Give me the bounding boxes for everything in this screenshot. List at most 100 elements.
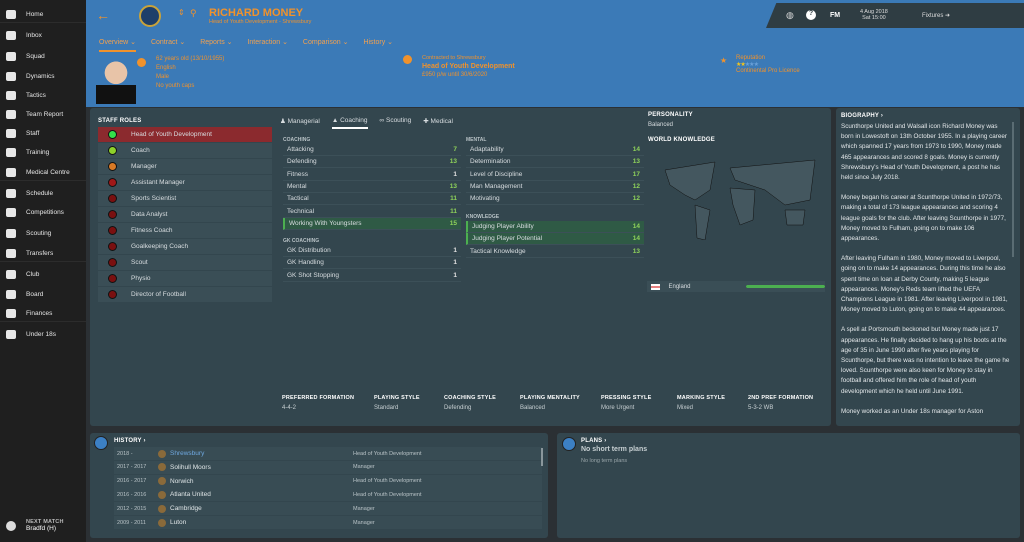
sidebar-item-inbox[interactable]: Inbox (0, 26, 86, 45)
history-club[interactable]: Cambridge (170, 505, 202, 513)
staff-role-row[interactable]: Head of Youth Development (98, 127, 272, 142)
sidebar-item-dynamics[interactable]: Dynamics (0, 67, 86, 86)
sidebar-item-label: Home (26, 11, 44, 18)
tab-medical[interactable]: ✚ Medical (423, 118, 453, 125)
staff-role-row[interactable]: Fitness Coach (98, 223, 272, 238)
next-match-label: NEXT MATCH (26, 519, 64, 525)
role-rating-icon (108, 226, 117, 235)
sidebar-item-competitions[interactable]: Competitions (0, 203, 86, 222)
fm-logo[interactable]: FM (830, 12, 841, 19)
history-row[interactable]: 2009 - 2011 Luton Manager (114, 516, 542, 529)
country-knowledge-row: England (647, 281, 825, 292)
sidebar-item-staff[interactable]: Staff (0, 124, 86, 143)
history-row[interactable]: 2016 - 2016 Atlanta United Head of Youth D… (114, 488, 542, 502)
staff-role-row[interactable]: Physio (98, 271, 272, 286)
history-row[interactable]: 2012 - 2015 Cambridge Manager (114, 502, 542, 516)
attribute-row: Level of Discipline 17 (466, 169, 644, 181)
sidebar-item-team-report[interactable]: Team Report (0, 105, 86, 124)
role-rating-icon (108, 146, 117, 155)
attribute-row: Working With Youngsters 15 (283, 217, 461, 230)
sidebar-item-label: Training (26, 149, 50, 156)
sidebar-item-under-18s[interactable]: Under 18s (0, 325, 86, 344)
tab-scouting[interactable]: ∞ Scouting (379, 117, 412, 124)
attribute-value: 11 (450, 195, 457, 203)
style-label: PRESSING STYLE (601, 395, 652, 401)
tab-contract[interactable]: Contract ⌄ (150, 39, 186, 46)
sidebar-item-label: Competitions (26, 209, 64, 216)
history-row[interactable]: 2016 - 2017 Norwich Head of Youth Developm… (114, 474, 542, 488)
history-club[interactable]: Luton (170, 519, 187, 526)
staff-role-row[interactable]: Assistant Manager (98, 175, 272, 190)
sidebar-item-tactics[interactable]: Tactics (0, 86, 86, 105)
sidebar-item-squad[interactable]: Squad (0, 47, 86, 66)
history-club[interactable]: Atlanta United (170, 491, 211, 499)
tab-interaction[interactable]: Interaction ⌄ (247, 39, 288, 46)
search-icon[interactable]: ⚲ (190, 8, 197, 18)
calendar-icon (6, 189, 16, 198)
biography-title[interactable]: BIOGRAPHY › (841, 113, 884, 119)
staff-role-row[interactable]: Data Analyst (98, 207, 272, 222)
staff-role-row[interactable]: Manager (98, 159, 272, 174)
wage: £950 p/w until 30/6/2020 (422, 72, 488, 78)
history-row[interactable]: 2018 - Shrewsbury Head of Youth Developmen… (114, 447, 542, 460)
history-role: Head of Youth Development (353, 450, 422, 457)
tab-comparison[interactable]: Comparison ⌄ (302, 39, 349, 46)
next-match-value: Bradfd (H) (26, 525, 56, 532)
history-icon (94, 436, 108, 450)
prev-next-icon[interactable]: ⇕ (178, 8, 185, 17)
club-badge-icon (158, 449, 166, 458)
youth-icon (6, 330, 16, 339)
role-label: Goalkeeping Coach (131, 243, 189, 250)
tab-coaching[interactable]: ▲ Coaching (331, 117, 368, 129)
tab-reports[interactable]: Reports ⌄ (200, 39, 233, 46)
history-years: 2017 - 2017 (117, 464, 147, 471)
person-photo (96, 56, 136, 104)
plans-chevron-icon (562, 437, 576, 451)
history-club[interactable]: Solihull Moors (170, 463, 211, 471)
help-icon[interactable]: ? (806, 10, 816, 20)
back-arrow-icon[interactable]: ← (96, 7, 110, 23)
plans-title[interactable]: PLANS › (581, 438, 607, 444)
sidebar-item-transfers[interactable]: Transfers (0, 244, 86, 263)
history-title[interactable]: HISTORY › (114, 438, 146, 444)
reputation-stars: ★★★★★ (736, 61, 800, 68)
short-term-plans: No short term plans (581, 446, 648, 453)
sidebar-item-training[interactable]: Training (0, 143, 86, 162)
tactics-icon (6, 91, 16, 100)
staff-role-row[interactable]: Sports Scientist (98, 191, 272, 206)
attribute-row: Judging Player Ability 14 (466, 221, 644, 233)
staff-role-row[interactable]: Coach (98, 143, 272, 158)
history-row[interactable]: 2017 - 2017 Solihull Moors Manager (114, 460, 542, 474)
history-club[interactable]: Shrewsbury (170, 450, 205, 457)
history-club[interactable]: Norwich (170, 477, 194, 485)
next-match[interactable]: NEXT MATCH Bradfd (H) (6, 519, 64, 532)
sidebar-item-label: Finances (26, 310, 53, 317)
attribute-name: GK Shot Stopping (287, 271, 340, 279)
sidebar-item-board[interactable]: Board (0, 285, 86, 304)
gk-section-title: GK COACHING (283, 238, 320, 244)
staff-role-row[interactable]: Goalkeeping Coach (98, 239, 272, 254)
sidebar-item-finances[interactable]: Finances (0, 304, 86, 323)
staff-role-row[interactable]: Scout (98, 255, 272, 270)
attribute-value: 1 (453, 271, 457, 279)
fixtures-button[interactable]: Fixtures ➜ (922, 13, 951, 19)
dynamics-icon (6, 72, 16, 81)
scrollbar[interactable] (541, 448, 543, 466)
tab-history[interactable]: History ⌄ (363, 39, 394, 46)
scrollbar[interactable] (1012, 122, 1014, 257)
tab-managerial[interactable]: ♟ Managerial (280, 118, 320, 125)
role-label: Director of Football (131, 291, 186, 298)
sidebar-item-home[interactable]: Home (0, 5, 86, 24)
attribute-name: Judging Player Potential (472, 235, 543, 243)
sidebar-item-schedule[interactable]: Schedule (0, 184, 86, 203)
tab-overview[interactable]: Overview ⌄ (99, 39, 136, 52)
divider (0, 180, 86, 181)
divider (0, 22, 86, 23)
staff-role-row[interactable]: Director of Football (98, 287, 272, 302)
role-label: Coach (131, 147, 150, 154)
person-name: RICHARD MONEY (209, 7, 304, 19)
sidebar-item-club[interactable]: Club (0, 265, 86, 284)
sidebar-item-scouting[interactable]: Scouting (0, 224, 86, 243)
world-icon[interactable]: ◍ (786, 10, 794, 20)
sidebar-item-medical-centre[interactable]: Medical Centre (0, 163, 86, 182)
